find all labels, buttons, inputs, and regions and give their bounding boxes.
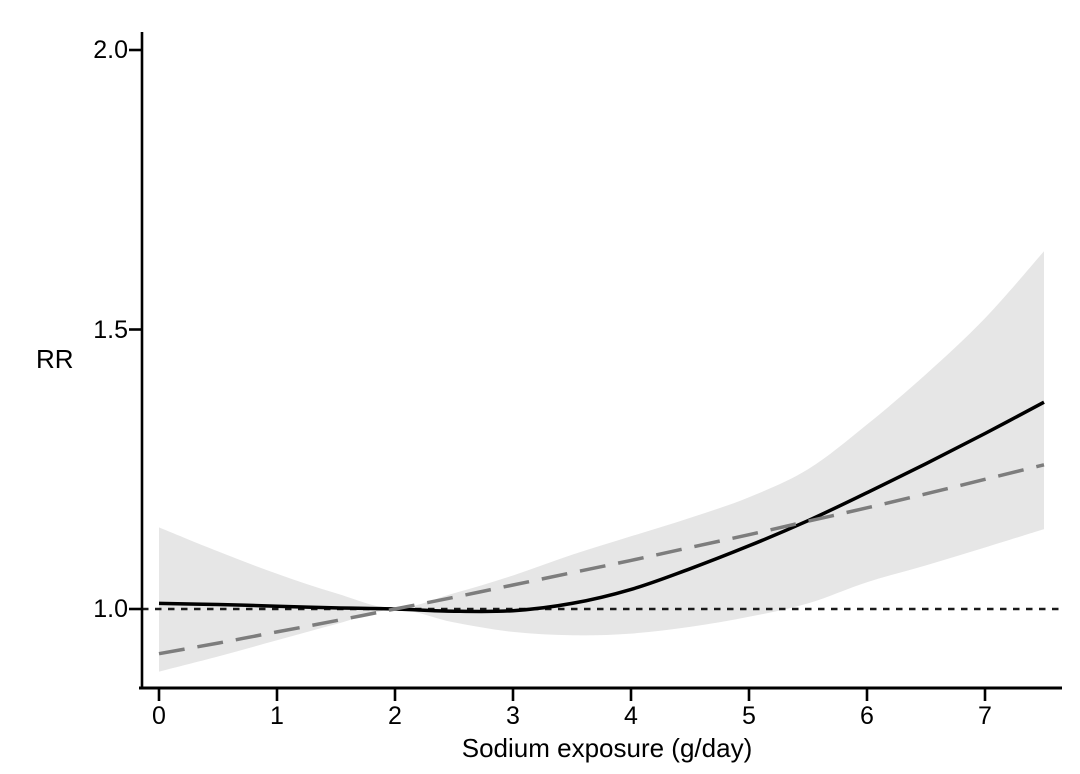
- x-tick-label: 3: [506, 702, 520, 730]
- x-tick-label: 6: [860, 702, 874, 730]
- linear-trend-curve: [158, 463, 1045, 656]
- x-tick-label: 1: [270, 702, 284, 730]
- confidence-band: [159, 251, 1044, 672]
- y-axis-title: RR: [36, 344, 74, 374]
- x-tick-label: 0: [152, 702, 166, 730]
- x-tick-label: 4: [624, 702, 638, 730]
- spline-curve: [158, 400, 1045, 614]
- x-axis-title: Sodium exposure (g/day): [461, 733, 753, 763]
- x-tick-label: 5: [742, 702, 756, 730]
- x-tick-label: 7: [978, 702, 992, 730]
- x-tick-label: 2: [388, 702, 402, 730]
- y-tick-label: 1.0: [93, 595, 128, 623]
- y-tick-label: 1.5: [93, 315, 128, 344]
- y-tick-label: 2.0: [93, 36, 128, 64]
